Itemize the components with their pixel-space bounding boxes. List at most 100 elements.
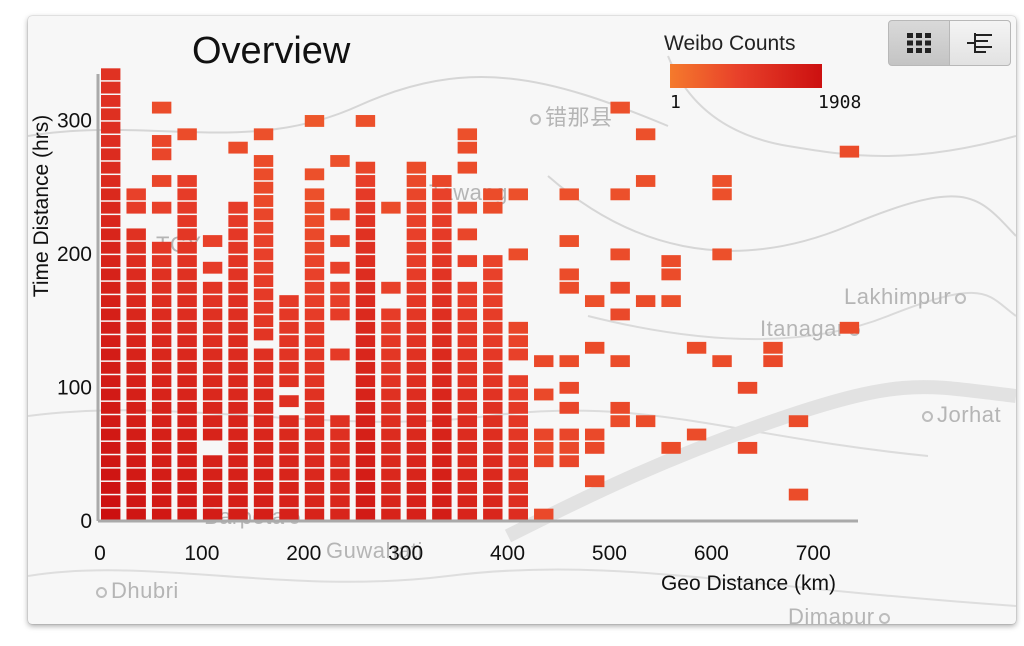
heatmap-cell[interactable] — [559, 281, 579, 294]
heatmap-cell[interactable] — [101, 121, 121, 134]
heatmap-cell[interactable] — [177, 295, 197, 308]
heatmap-cell[interactable] — [534, 388, 554, 401]
heatmap-cell[interactable] — [101, 428, 121, 441]
heatmap-cell[interactable] — [610, 281, 630, 294]
heatmap-cell[interactable] — [202, 235, 223, 247]
heatmap-cell[interactable] — [406, 415, 427, 428]
heatmap-cell[interactable] — [253, 275, 274, 287]
heatmap-cell[interactable] — [355, 415, 376, 428]
heatmap-cell[interactable] — [279, 361, 299, 374]
heatmap-cell[interactable] — [177, 508, 197, 521]
heatmap-cell[interactable] — [202, 401, 223, 414]
heatmap-cell[interactable] — [101, 161, 121, 174]
heatmap-cell[interactable] — [202, 308, 223, 321]
heatmap-cell[interactable] — [177, 241, 197, 254]
heatmap-cell[interactable] — [355, 508, 376, 521]
heatmap-cell[interactable] — [534, 508, 554, 521]
heatmap-cell[interactable] — [483, 321, 503, 334]
heatmap-cell[interactable] — [483, 201, 503, 214]
heatmap-cell[interactable] — [228, 335, 248, 348]
heatmap-cell[interactable] — [406, 481, 427, 494]
heatmap-cell[interactable] — [151, 135, 172, 147]
heatmap-cell[interactable] — [381, 455, 401, 468]
heatmap-cell[interactable] — [228, 295, 248, 308]
heatmap-cell[interactable] — [279, 428, 299, 441]
heatmap-cell[interactable] — [151, 255, 172, 267]
heatmap-cell[interactable] — [228, 375, 248, 388]
heatmap-cell[interactable] — [432, 295, 452, 308]
heatmap-cell[interactable] — [406, 215, 427, 227]
heatmap-cell[interactable] — [279, 335, 299, 348]
heatmap-cell[interactable] — [457, 128, 478, 141]
heatmap-cell[interactable] — [253, 361, 274, 374]
heatmap-cell[interactable] — [253, 508, 274, 521]
heatmap-cell[interactable] — [483, 281, 503, 294]
heatmap-cell[interactable] — [151, 268, 172, 281]
heatmap-cell[interactable] — [457, 321, 478, 334]
heatmap-cell[interactable] — [686, 341, 707, 354]
heatmap-cell[interactable] — [151, 321, 172, 334]
heatmap-cell[interactable] — [483, 495, 503, 508]
heatmap-cell[interactable] — [355, 255, 376, 267]
heatmap-cell[interactable] — [202, 348, 223, 361]
heatmap-cell[interactable] — [381, 335, 401, 348]
heatmap-cell[interactable] — [151, 441, 172, 454]
heatmap-cell[interactable] — [151, 308, 172, 321]
heatmap-cell[interactable] — [788, 488, 809, 501]
heatmap-cell[interactable] — [304, 255, 325, 267]
heatmap-cell[interactable] — [483, 375, 503, 388]
heatmap-cell[interactable] — [610, 248, 630, 261]
heatmap-cell[interactable] — [355, 241, 376, 254]
heatmap-cell[interactable] — [559, 428, 579, 441]
heatmap-cell[interactable] — [126, 348, 146, 361]
heatmap-cell[interactable] — [381, 508, 401, 521]
heatmap-cell[interactable] — [355, 188, 376, 201]
heatmap-cell[interactable] — [228, 228, 248, 241]
heatmap-cell[interactable] — [635, 175, 656, 187]
heatmap-cell[interactable] — [279, 375, 299, 388]
heatmap-cell[interactable] — [177, 188, 197, 201]
heatmap-cell[interactable] — [253, 195, 274, 207]
heatmap-cell[interactable] — [202, 415, 223, 428]
heatmap-cell[interactable] — [177, 495, 197, 508]
heatmap-cell[interactable] — [355, 401, 376, 414]
heatmap-cell[interactable] — [355, 295, 376, 308]
heatmap-cell[interactable] — [279, 295, 299, 308]
heatmap-cell[interactable] — [177, 388, 197, 401]
heatmap-cell[interactable] — [177, 348, 197, 361]
heatmap-cell[interactable] — [304, 115, 325, 127]
heatmap-cell[interactable] — [228, 308, 248, 321]
heatmap-cell[interactable] — [406, 295, 427, 308]
heatmap-cell[interactable] — [126, 361, 146, 374]
heatmap-cell[interactable] — [253, 181, 274, 194]
heatmap-cell[interactable] — [253, 441, 274, 454]
heatmap-cell[interactable] — [101, 215, 121, 227]
heatmap-cell[interactable] — [457, 441, 478, 454]
heatmap-cell[interactable] — [253, 428, 274, 441]
heatmap-cell[interactable] — [253, 208, 274, 221]
heatmap-cell[interactable] — [584, 295, 605, 308]
heatmap-cell[interactable] — [355, 495, 376, 508]
heatmap-cell[interactable] — [126, 268, 146, 281]
heatmap-cell[interactable] — [151, 388, 172, 401]
heatmap-cell[interactable] — [381, 428, 401, 441]
heatmap-cell[interactable] — [355, 388, 376, 401]
heatmap-cell[interactable] — [279, 455, 299, 468]
heatmap-cell[interactable] — [101, 281, 121, 294]
heatmap-cell[interactable] — [355, 281, 376, 294]
heatmap-cell[interactable] — [381, 481, 401, 494]
heatmap-cell[interactable] — [457, 281, 478, 294]
heatmap-cell[interactable] — [177, 441, 197, 454]
heatmap-cell[interactable] — [432, 455, 452, 468]
heatmap-cell[interactable] — [355, 428, 376, 441]
heatmap-cell[interactable] — [559, 268, 579, 281]
heatmap-cell[interactable] — [432, 321, 452, 334]
heatmap-cell[interactable] — [151, 348, 172, 361]
heatmap-cell[interactable] — [406, 201, 427, 214]
heatmap-cell[interactable] — [406, 468, 427, 481]
heatmap-cell[interactable] — [457, 468, 478, 481]
grid-view-button[interactable] — [888, 20, 950, 66]
heatmap-cell[interactable] — [101, 361, 121, 374]
heatmap-cell[interactable] — [151, 201, 172, 214]
heatmap-cell[interactable] — [126, 241, 146, 254]
